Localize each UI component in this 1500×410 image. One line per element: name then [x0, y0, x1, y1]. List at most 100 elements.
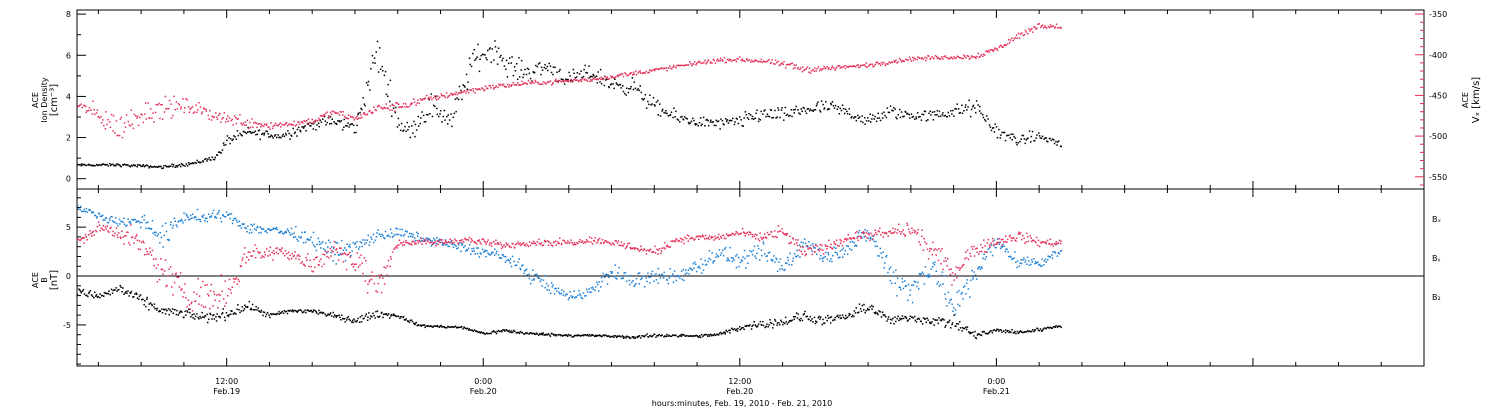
data-point [1037, 261, 1039, 263]
data-point [335, 112, 338, 114]
data-point [389, 236, 391, 238]
data-point [1040, 265, 1042, 268]
data-point [146, 296, 148, 299]
data-point [403, 244, 406, 246]
data-point [243, 308, 246, 310]
data-point [121, 291, 123, 293]
data-point [279, 232, 281, 234]
data-point [1040, 242, 1043, 244]
data-point [439, 238, 441, 241]
data-point [239, 311, 241, 314]
data-point [750, 233, 752, 235]
data-point [838, 65, 841, 67]
data-point [827, 317, 830, 319]
data-point [943, 275, 946, 277]
data-point [849, 241, 852, 243]
data-point [780, 321, 783, 323]
data-point [255, 247, 258, 250]
data-point [874, 229, 876, 231]
data-point [560, 334, 562, 337]
data-point [1059, 26, 1062, 29]
data-point [105, 228, 107, 230]
data-point [979, 105, 981, 108]
data-point [273, 124, 276, 127]
data-point [311, 241, 314, 244]
data-point [866, 230, 869, 232]
data-point [929, 321, 931, 323]
data-point [536, 65, 539, 68]
data-point [643, 72, 645, 74]
data-point [173, 217, 176, 219]
data-point [648, 71, 650, 74]
data-point [240, 134, 242, 136]
data-point [612, 83, 614, 85]
data-point [703, 334, 705, 336]
data-point [428, 96, 430, 99]
data-point [931, 253, 934, 256]
data-point [154, 111, 157, 114]
data-point [461, 91, 463, 93]
data-point [631, 336, 634, 338]
data-point [585, 288, 588, 291]
data-point [749, 250, 751, 252]
data-point [990, 244, 992, 246]
data-point [771, 260, 773, 262]
data-point [146, 253, 148, 255]
data-point [986, 51, 988, 53]
data-point [939, 115, 942, 118]
data-point [708, 238, 710, 241]
data-point [774, 59, 777, 61]
data-point [1039, 263, 1041, 266]
data-point [735, 328, 738, 331]
data-point [1009, 41, 1011, 44]
data-point [618, 83, 621, 86]
data-point [991, 237, 994, 240]
data-point [1015, 237, 1018, 239]
data-point [700, 124, 702, 127]
data-point [549, 242, 552, 244]
data-point [793, 112, 795, 114]
data-point [374, 109, 376, 111]
data-point [484, 241, 486, 244]
data-point [589, 80, 591, 83]
data-point [753, 60, 755, 63]
data-point [212, 305, 214, 307]
data-point [91, 113, 94, 115]
data-point [824, 244, 827, 246]
data-point [216, 294, 218, 296]
data-point [190, 107, 192, 109]
data-point [242, 309, 245, 312]
data-point [602, 272, 605, 275]
data-point [987, 49, 989, 52]
data-point [660, 250, 663, 252]
data-point [201, 311, 203, 314]
data-point [479, 241, 481, 243]
data-point [538, 238, 540, 241]
data-point [995, 126, 998, 128]
data-point [164, 259, 167, 261]
data-point [872, 305, 874, 308]
data-point [165, 108, 167, 110]
data-point [180, 162, 183, 165]
data-point [558, 291, 560, 293]
data-point [100, 116, 102, 118]
data-point [939, 58, 942, 60]
data-point [344, 247, 346, 249]
data-point [109, 219, 111, 222]
data-point [664, 275, 666, 277]
data-point [458, 244, 460, 246]
data-point [352, 321, 354, 324]
data-point [730, 119, 733, 122]
data-point [327, 239, 330, 241]
data-point [125, 225, 127, 227]
data-point [1053, 326, 1055, 328]
data-point [206, 217, 208, 220]
data-point [912, 115, 915, 118]
data-point [347, 114, 350, 116]
data-point [85, 111, 87, 114]
data-point [606, 76, 608, 78]
data-point [536, 276, 539, 278]
data-point [690, 63, 692, 65]
data-point [571, 296, 573, 299]
data-point [357, 112, 360, 114]
